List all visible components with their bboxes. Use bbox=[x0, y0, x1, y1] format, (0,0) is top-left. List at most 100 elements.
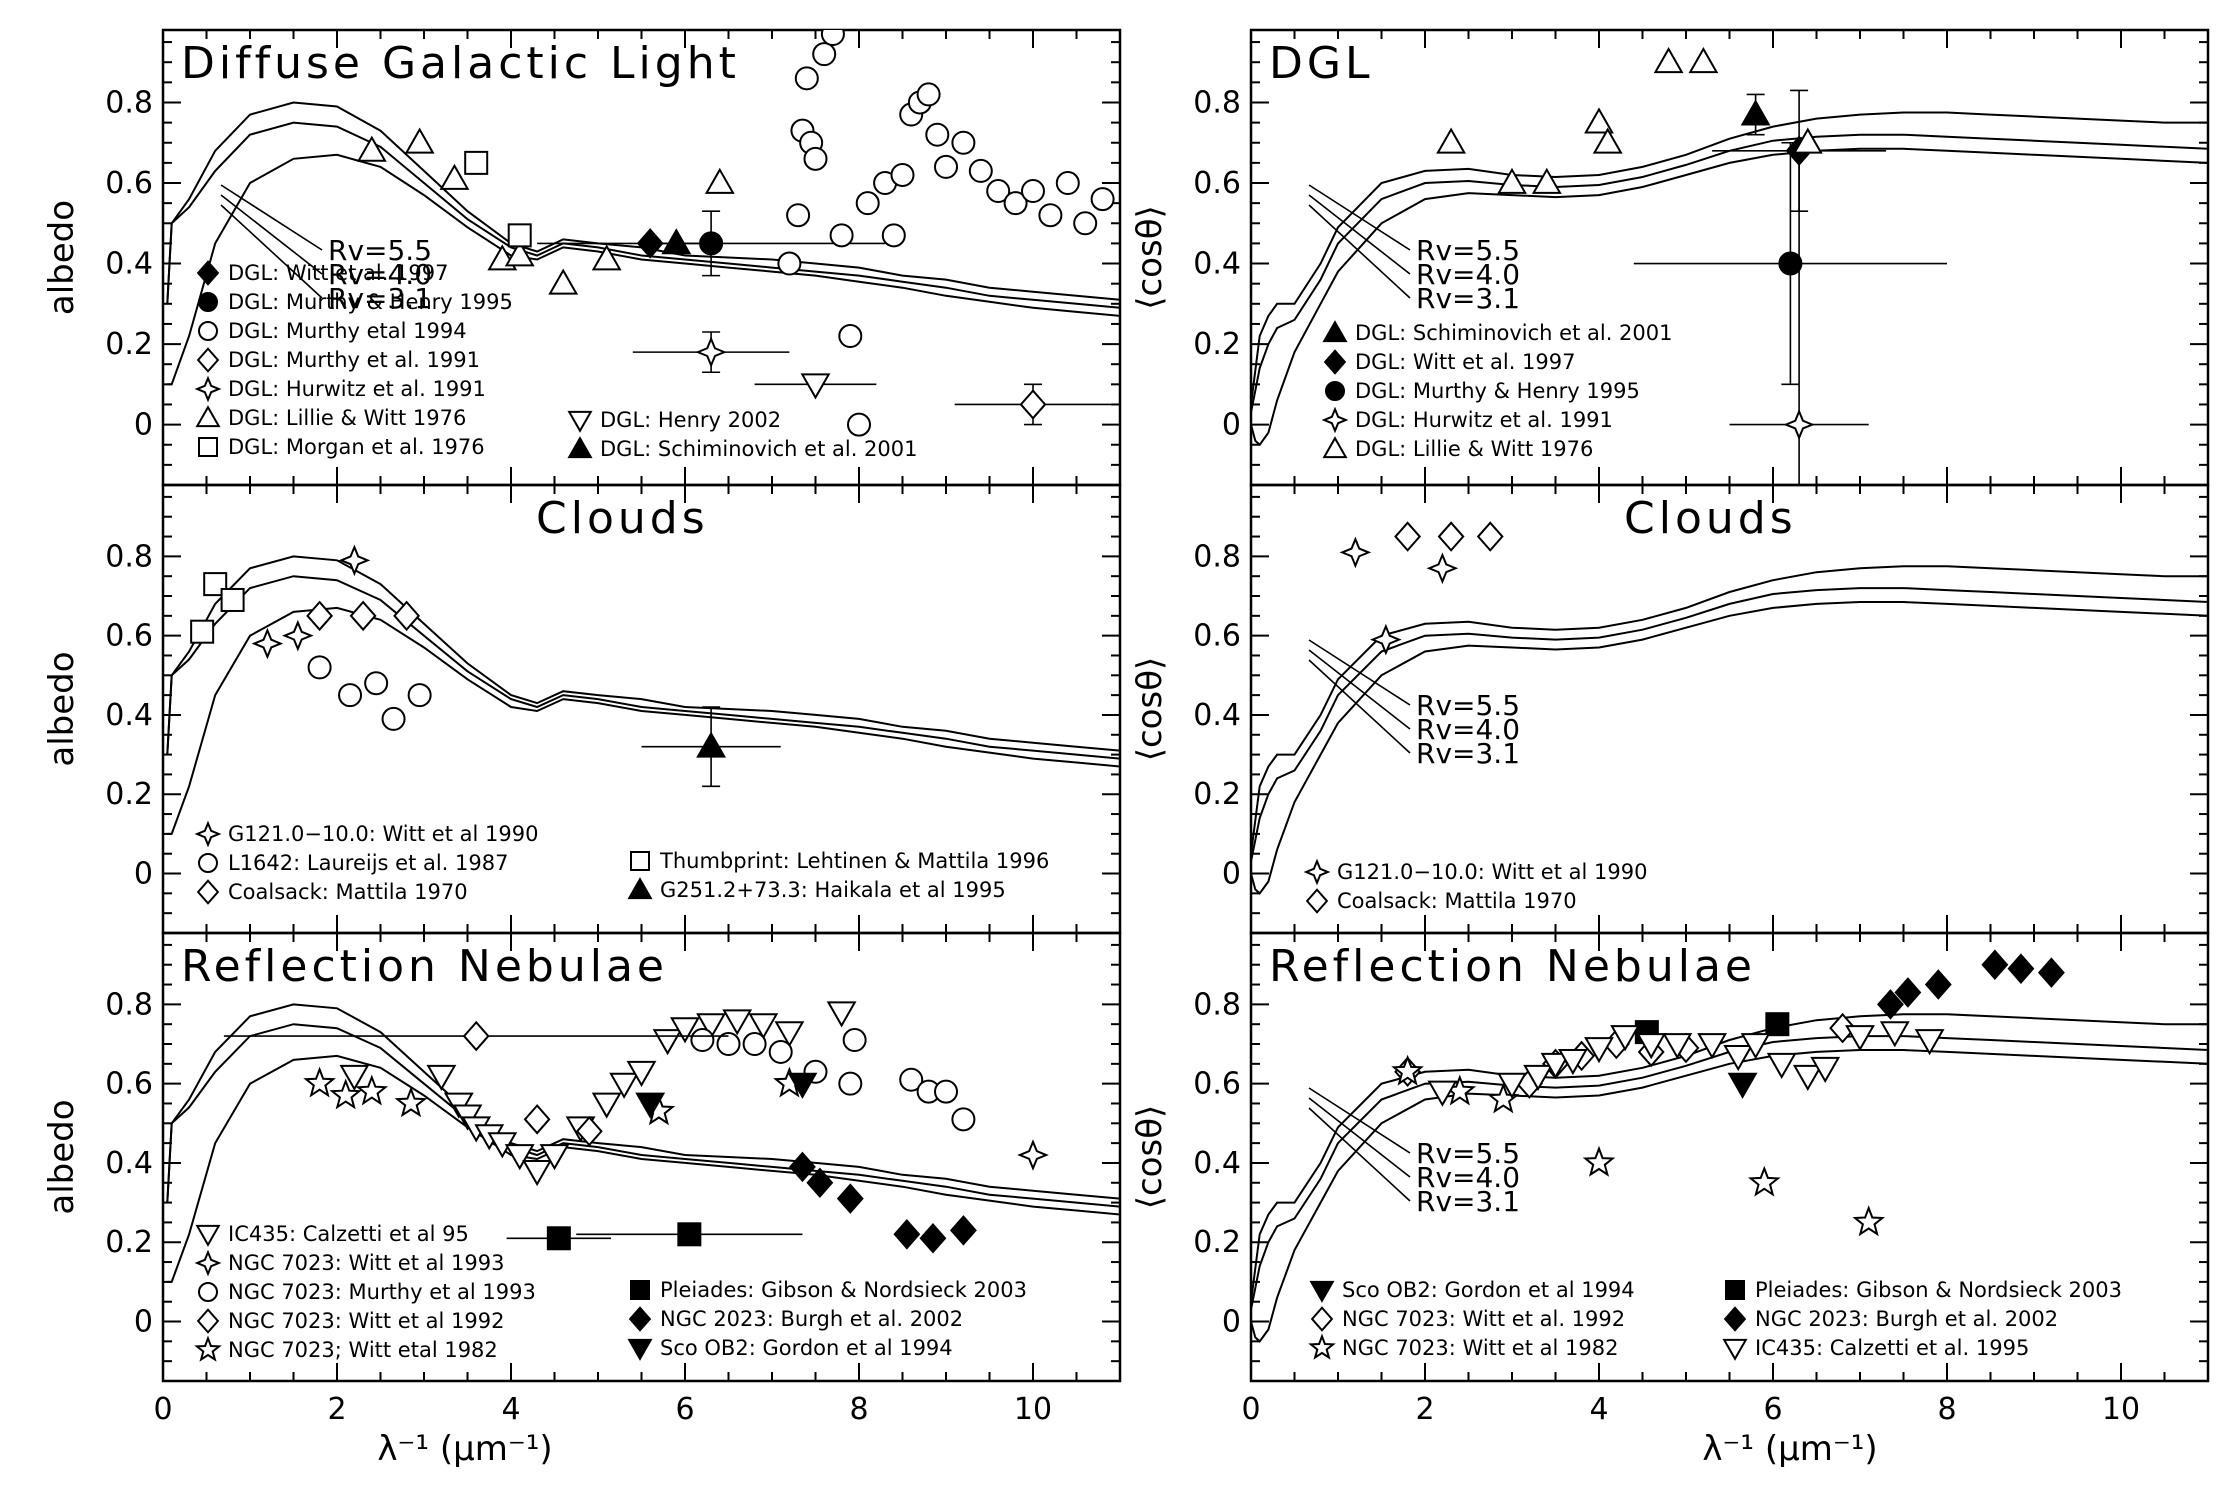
left-x-axis-label: λ⁻¹ (μm⁻¹) bbox=[377, 1429, 552, 1469]
y-tick-label: 0.6 bbox=[105, 1067, 153, 1102]
data-point bbox=[1426, 552, 1459, 585]
legend-label: DGL: Hurwitz et al. 1991 bbox=[1355, 408, 1613, 432]
x-tick-label: 0 bbox=[153, 1392, 172, 1427]
series-8 bbox=[650, 228, 703, 255]
legend-label: DGL: Murthy & Henry 1995 bbox=[1355, 379, 1640, 403]
data-point bbox=[364, 671, 389, 696]
legend-label: Coalsack: Mattila 1970 bbox=[1337, 889, 1577, 913]
y-tick-label: 0.6 bbox=[105, 166, 153, 201]
data-point bbox=[1697, 1033, 1728, 1060]
rv-arrow bbox=[1308, 649, 1411, 730]
data-point bbox=[2007, 953, 2035, 984]
data-point bbox=[1557, 1048, 1588, 1076]
series-2 bbox=[1633, 141, 1947, 386]
data-point bbox=[968, 158, 993, 183]
series-1 bbox=[307, 655, 432, 731]
rv-arrow bbox=[1308, 1087, 1411, 1154]
legend-label: G121.0−10.0: Witt et al 1990 bbox=[1337, 860, 1647, 884]
legend-marker bbox=[1322, 436, 1348, 459]
x-tick-label: 10 bbox=[2102, 1392, 2140, 1427]
y-axis-label: albedo bbox=[42, 1099, 82, 1214]
data-point bbox=[504, 240, 535, 267]
data-point bbox=[1748, 1165, 1781, 1197]
data-point bbox=[803, 146, 828, 171]
legend-marker bbox=[196, 1308, 220, 1334]
data-point bbox=[1740, 99, 1771, 126]
data-point bbox=[1778, 251, 1803, 276]
y-tick-label: 0.4 bbox=[1193, 1146, 1241, 1181]
data-point bbox=[1792, 127, 1823, 154]
data-point bbox=[696, 1013, 727, 1040]
data-point bbox=[407, 683, 432, 708]
y-tick-label: 0 bbox=[1222, 857, 1241, 892]
legend-label: NGC 7023; Witt etal 1982 bbox=[228, 1338, 498, 1362]
data-point bbox=[464, 150, 489, 175]
legend-label: NGC 7023: Witt et al 1992 bbox=[228, 1309, 504, 1333]
series-3 bbox=[190, 572, 245, 644]
data-point bbox=[338, 683, 363, 708]
data-point bbox=[890, 162, 915, 187]
series-1 bbox=[1394, 521, 1504, 552]
legend-marker bbox=[630, 1280, 650, 1300]
legend-marker bbox=[567, 410, 593, 433]
legend-marker bbox=[194, 375, 222, 403]
data-point bbox=[806, 1167, 834, 1199]
rv-label: Rv=5.5 bbox=[1416, 689, 1520, 722]
panel-albedo-clouds: 0 0.2 0.4 0.6 0.8 albedo Clouds G121.0−10.0: Wi… bbox=[42, 483, 1122, 935]
data-point bbox=[951, 130, 976, 155]
data-point bbox=[591, 1092, 622, 1119]
data-point bbox=[829, 223, 854, 248]
data-point bbox=[842, 1028, 867, 1053]
data-point bbox=[1852, 1205, 1885, 1237]
data-point bbox=[426, 1064, 457, 1091]
rv-arrow bbox=[1308, 184, 1411, 251]
data-point bbox=[356, 135, 387, 162]
data-point bbox=[282, 619, 314, 652]
y-tick-label: 0.8 bbox=[105, 987, 153, 1022]
series-5 bbox=[356, 127, 735, 295]
series-0 bbox=[1740, 93, 1771, 136]
data-point bbox=[777, 251, 802, 276]
y-tick-label: 0.6 bbox=[1193, 166, 1241, 201]
data-point bbox=[1810, 1056, 1841, 1084]
data-point bbox=[786, 203, 811, 228]
data-point bbox=[1636, 1033, 1667, 1060]
data-point bbox=[1653, 46, 1684, 74]
legend-marker bbox=[1725, 1280, 1745, 1300]
series-6 bbox=[789, 1151, 977, 1254]
rv-arrow bbox=[1308, 639, 1411, 706]
panel-title: Clouds bbox=[536, 493, 709, 544]
y-tick-label: 0.4 bbox=[105, 1146, 153, 1181]
data-point bbox=[1003, 191, 1028, 216]
panel-g-dgl: 0 0.2 0.4 0.6 0.8 ⟨cosθ⟩ DGL Rv=5.5Rv=4.0Rv=3.1… bbox=[1130, 28, 2210, 487]
y-axis-label: ⟨cosθ⟩ bbox=[1130, 205, 1170, 310]
rv-arrow bbox=[220, 194, 323, 275]
data-point bbox=[1783, 408, 1815, 441]
data-point bbox=[1090, 187, 1115, 212]
data-point bbox=[1914, 1029, 1945, 1056]
rv-arrow bbox=[1308, 659, 1411, 754]
legend-marker bbox=[627, 1338, 653, 1361]
legend-marker bbox=[1323, 349, 1347, 375]
rv-label: Rv=5.5 bbox=[1416, 1137, 1520, 1170]
data-point bbox=[439, 163, 470, 190]
data-point bbox=[847, 412, 871, 437]
data-point bbox=[695, 336, 727, 368]
series-0 bbox=[339, 1001, 857, 1187]
series-2 bbox=[306, 600, 421, 632]
y-tick-label: 0.8 bbox=[1193, 987, 1241, 1022]
y-tick-label: 0.6 bbox=[1193, 1067, 1241, 1102]
rv-label: Rv=4.0 bbox=[1416, 713, 1520, 746]
legend-label: DGL: Lillie & Witt 1976 bbox=[228, 406, 466, 430]
legend-marker bbox=[196, 347, 220, 373]
x-tick-label: 6 bbox=[675, 1392, 694, 1427]
data-point bbox=[1582, 1145, 1616, 1177]
data-point bbox=[190, 619, 215, 644]
legend-label: DGL: Witt et al. 1997 bbox=[1355, 350, 1576, 374]
panel-albedo-dgl: 0 0.2 0.4 0.6 0.8 albedo Diffuse Galactic Ligh… bbox=[42, 28, 1122, 487]
data-point bbox=[1879, 1021, 1910, 1048]
data-point bbox=[838, 1071, 863, 1096]
plot-area bbox=[1251, 521, 2208, 895]
y-tick-label: 0.2 bbox=[105, 327, 153, 362]
